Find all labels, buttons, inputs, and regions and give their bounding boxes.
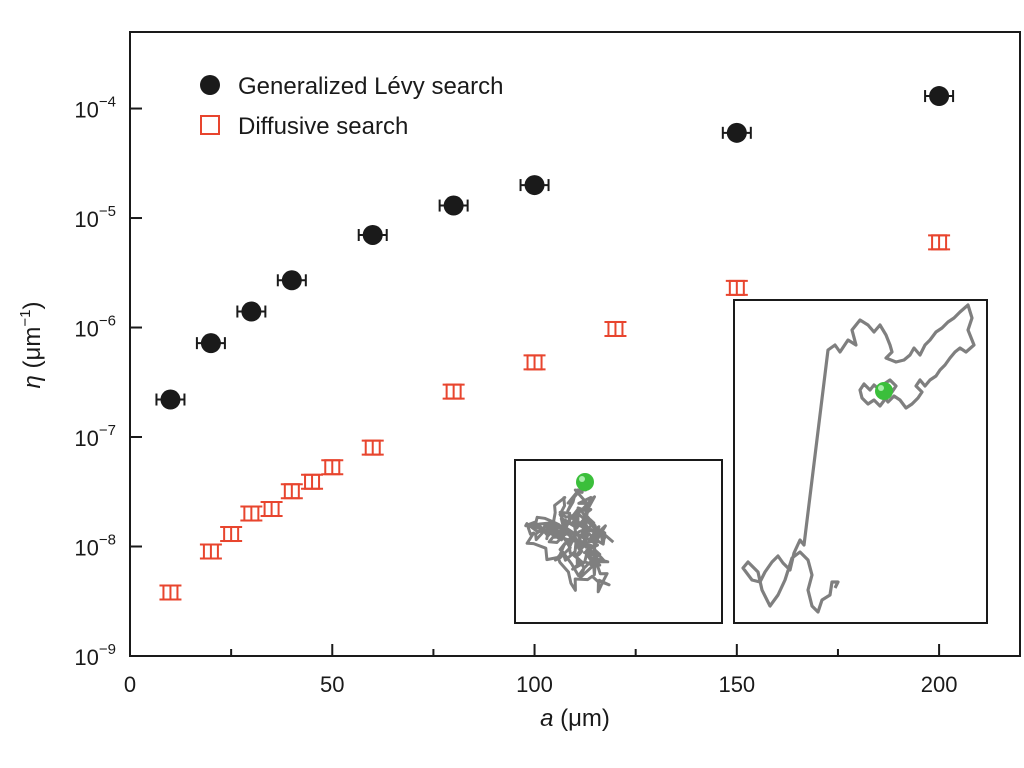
data-point-diffusive (240, 505, 263, 522)
inset-diffusive-path (524, 485, 615, 594)
data-point-diffusive (725, 279, 748, 296)
data-point-levy (357, 224, 388, 245)
data-point-diffusive (442, 383, 465, 400)
x-tick-label: 50 (320, 672, 344, 697)
series-diffusive (159, 234, 951, 601)
x-tick-label: 200 (921, 672, 958, 697)
data-point-diffusive (301, 473, 324, 490)
x-tick-labels: 0 50 100 150 200 (124, 672, 958, 697)
y-axis-unit-pre: (μm (19, 327, 46, 375)
data-point-levy (155, 389, 186, 410)
inset-diffusive-target-highlight (579, 476, 585, 482)
data-point-diffusive (361, 439, 384, 456)
y-tick-label: 10−6 (74, 313, 116, 342)
data-point-diffusive (604, 320, 627, 337)
legend-marker-diffusive (200, 115, 220, 135)
x-tick-label: 100 (516, 672, 553, 697)
y-axis-title: η (μm−1) (17, 302, 46, 389)
inset-levy-target (875, 382, 893, 400)
legend-label-levy: Generalized Lévy search (238, 73, 503, 100)
series-levy (155, 86, 955, 410)
y-axis-unit-post: ) (19, 302, 46, 310)
data-point-levy (276, 270, 307, 291)
x-tick-label: 150 (718, 672, 755, 697)
inset-diffusive-trajectory (514, 459, 723, 624)
y-tick-labels: 10−9 10−8 10−7 10−6 10−5 10−4 (74, 94, 116, 670)
y-tick-label: 10−9 (74, 641, 116, 670)
x-axis-title: a (μm) (540, 705, 610, 732)
axis-ticks (129, 107, 941, 657)
data-point-levy (438, 195, 469, 216)
data-point-diffusive (280, 483, 303, 500)
legend-marker-levy (200, 75, 220, 95)
data-point-diffusive (321, 459, 344, 476)
data-point-levy (519, 175, 550, 196)
x-tick-label: 0 (124, 672, 136, 697)
x-axis-unit: (μm) (553, 705, 609, 732)
data-point-levy (721, 122, 752, 143)
inset-levy-frame (733, 299, 988, 624)
data-point-levy (195, 333, 226, 354)
data-point-levy (236, 301, 267, 322)
y-axis-symbol: η (19, 375, 46, 388)
y-tick-label: 10−5 (74, 203, 116, 232)
data-point-diffusive (199, 543, 222, 560)
data-point-diffusive (220, 526, 243, 543)
data-point-diffusive (260, 501, 283, 518)
data-point-diffusive (928, 234, 951, 251)
inset-levy-path (741, 303, 976, 614)
data-point-diffusive (523, 354, 546, 371)
y-tick-label: 10−8 (74, 532, 116, 561)
legend-label-diffusive: Diffusive search (238, 113, 408, 140)
inset-levy-trajectory (733, 299, 988, 624)
x-axis-symbol: a (540, 705, 553, 732)
legend: Generalized Lévy search Diffusive search (200, 73, 503, 140)
plot-frame (129, 31, 1021, 657)
inset-diffusive-frame (514, 459, 723, 624)
y-tick-label: 10−7 (74, 422, 116, 451)
data-point-diffusive (159, 584, 182, 601)
y-axis-unit-sup: −1 (17, 310, 34, 327)
data-point-levy (924, 86, 955, 107)
y-tick-label: 10−4 (74, 94, 116, 123)
inset-levy-target-highlight (878, 385, 884, 391)
inset-diffusive-target (576, 473, 594, 491)
